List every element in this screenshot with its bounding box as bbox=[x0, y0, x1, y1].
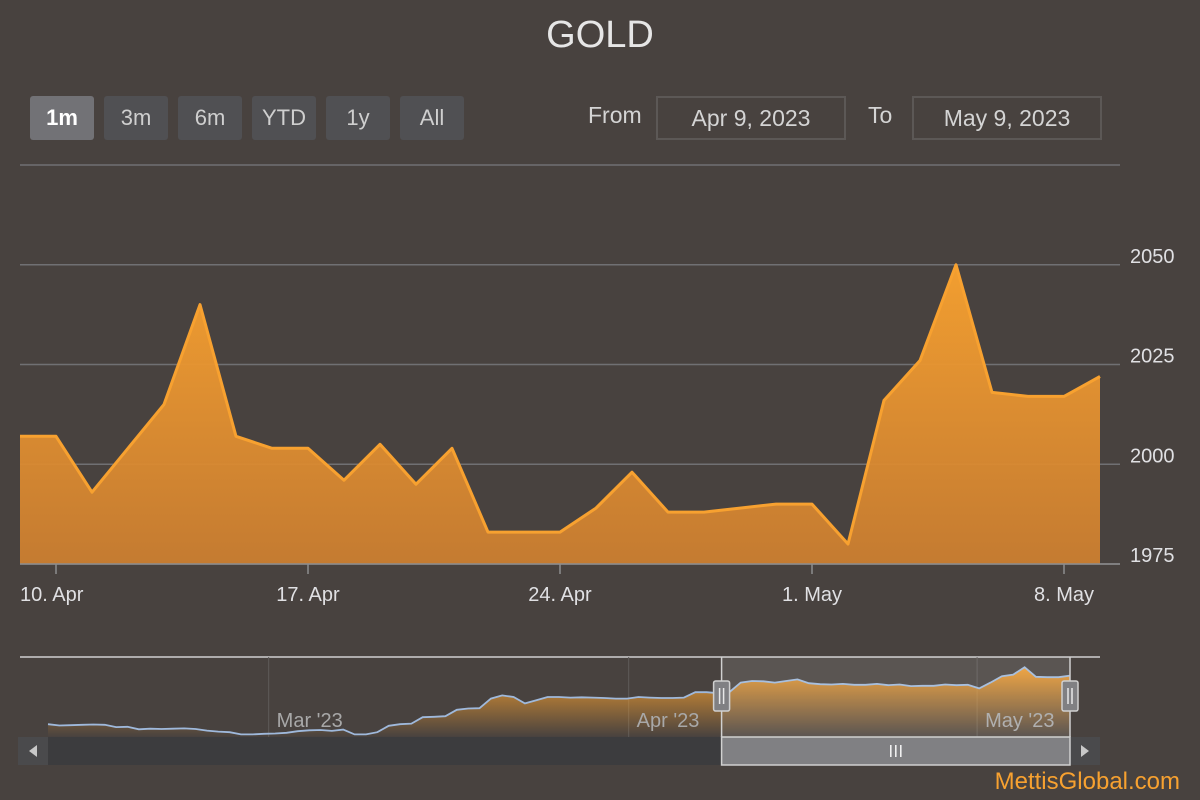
range-button-3m[interactable]: 3m bbox=[104, 96, 168, 140]
chart-title: GOLD bbox=[546, 14, 654, 56]
navigator-label-1: Apr '23 bbox=[637, 710, 700, 732]
y-tick-label-2000: 2000 bbox=[1130, 445, 1175, 467]
y-tick-label-1975: 1975 bbox=[1130, 545, 1175, 567]
x-tick-label-2: 24. Apr bbox=[528, 584, 592, 606]
navigator-line bbox=[47, 666, 1071, 736]
range-button-1y[interactable]: 1y bbox=[326, 96, 390, 140]
scrollbar-track bbox=[18, 737, 1100, 765]
scroll-right-arrow-icon bbox=[1081, 745, 1089, 757]
navigator-area bbox=[48, 667, 1070, 737]
from-date-input[interactable]: Apr 9, 2023 bbox=[656, 96, 846, 140]
range-button-1m[interactable]: 1m bbox=[30, 96, 94, 140]
y-tick-label-2050: 2050 bbox=[1130, 246, 1175, 268]
scrollbar-thumb[interactable] bbox=[720, 736, 1071, 766]
to-label: To bbox=[868, 102, 893, 128]
navigator-selection bbox=[721, 657, 1070, 737]
series-line bbox=[20, 263, 1101, 546]
navigator-label-2: May '23 bbox=[985, 710, 1054, 732]
navigator-handle-left[interactable] bbox=[712, 680, 731, 712]
range-button-all[interactable]: All bbox=[400, 96, 464, 140]
navigator-handle-right-body[interactable] bbox=[1061, 680, 1079, 712]
x-tick-label-3: 1. May bbox=[782, 584, 842, 606]
range-button-6m[interactable]: 6m bbox=[178, 96, 242, 140]
series-area bbox=[20, 264, 1100, 564]
credit-link[interactable]: MettisGlobal.com bbox=[994, 768, 1180, 795]
to-date-input[interactable]: May 9, 2023 bbox=[912, 96, 1102, 140]
navigator-label-0: Mar '23 bbox=[277, 710, 343, 732]
x-tick-label-4: 8. May bbox=[1034, 584, 1094, 606]
navigator-handle-left-body[interactable] bbox=[712, 680, 731, 712]
navigator-handle-right[interactable] bbox=[1061, 680, 1079, 712]
scroll-left-arrow-icon bbox=[29, 745, 37, 757]
scrollbar-right-button[interactable] bbox=[1070, 737, 1100, 765]
scrollbar-left-button[interactable] bbox=[18, 737, 48, 765]
range-button-ytd[interactable]: YTD bbox=[252, 96, 316, 140]
x-tick-label-1: 17. Apr bbox=[276, 584, 340, 606]
y-tick-label-2025: 2025 bbox=[1130, 346, 1175, 368]
x-tick-label-0: 10. Apr bbox=[20, 584, 84, 606]
from-label: From bbox=[588, 102, 642, 128]
